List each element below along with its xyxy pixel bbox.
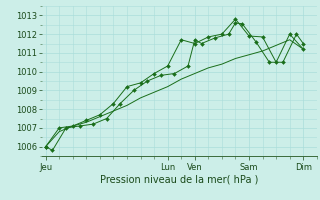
- X-axis label: Pression niveau de la mer( hPa ): Pression niveau de la mer( hPa ): [100, 175, 258, 185]
